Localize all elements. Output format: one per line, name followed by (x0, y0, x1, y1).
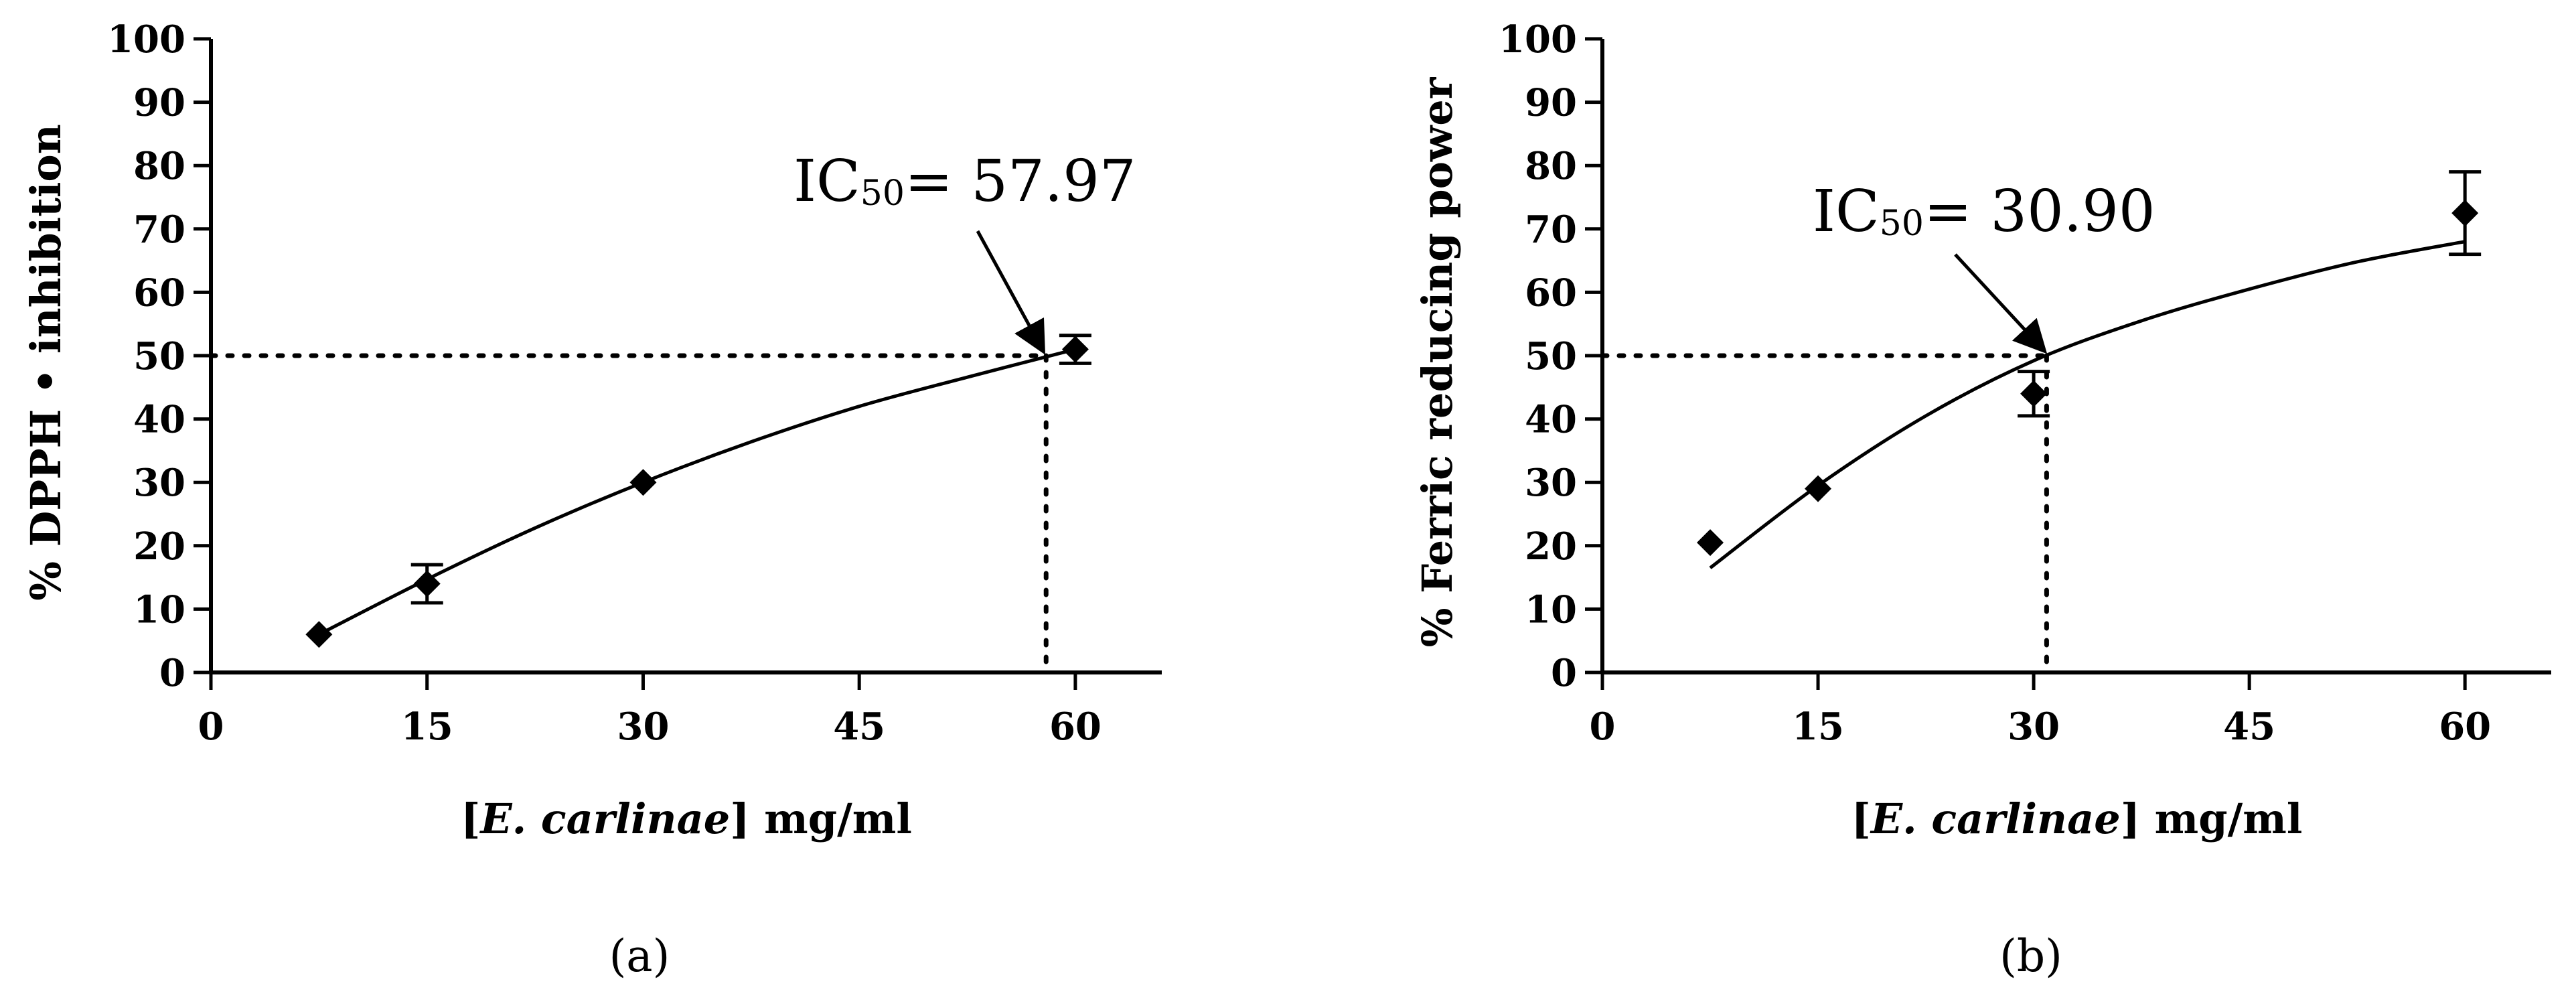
x-tick-label: 30 (617, 705, 669, 749)
x-tick-label: 60 (1049, 705, 1102, 749)
data-point (2020, 380, 2048, 407)
x-axis-title-italic: E. carlinae (479, 794, 730, 843)
y-tick-label: 80 (133, 144, 185, 188)
x-axis-title: [E. carlinae] mg/ml (461, 794, 912, 843)
ic50-arrow (976, 230, 1046, 355)
x-tick-label: 15 (1792, 705, 1844, 749)
x-tick-label: 45 (2223, 705, 2275, 749)
ic50-annotation: IC50= 30.90 (1813, 178, 2155, 245)
data-point (1061, 336, 1089, 363)
x-tick-label: 45 (833, 705, 885, 749)
y-tick-label: 20 (1525, 524, 1577, 569)
y-tick-label: 10 (1525, 587, 1577, 632)
x-axis-title-pre: [ (1851, 794, 1871, 843)
y-tick-label: 30 (133, 461, 185, 505)
x-axis-title-italic: E. carlinae (1870, 794, 2121, 843)
panel-label-text: (a) (609, 930, 670, 982)
fit-curve (318, 348, 1076, 636)
y-tick-label: 30 (1525, 461, 1577, 505)
y-tick-label: 10 (133, 587, 185, 632)
data-point (2451, 200, 2479, 227)
chart-panel-b: 0 10 20 30 40 50 60 70 80 90 100 0 15 30 45 60 [E. carli… (1413, 17, 2551, 982)
x-axis-title-post: ] mg/ml (730, 794, 912, 843)
y-tick-label: 100 (107, 17, 185, 62)
y-tick-label: 70 (1525, 208, 1577, 252)
ic50-annotation: IC50= 57.97 (793, 148, 1136, 215)
ic50-value: = 57.97 (905, 148, 1136, 215)
data-point (629, 469, 657, 496)
fit-curve (1709, 240, 2466, 569)
x-tick-label: 0 (198, 705, 224, 749)
x-tick-label: 15 (401, 705, 453, 749)
x-axis-title-pre: [ (461, 794, 480, 843)
x-axis-title: [E. carlinae] mg/ml (1851, 794, 2303, 843)
data-point (1697, 529, 1724, 557)
x-tick-label: 30 (2007, 705, 2060, 749)
data-point (1805, 475, 1832, 502)
y-tick-label: 50 (1525, 334, 1577, 378)
data-point (305, 621, 333, 648)
x-tick-label: 60 (2439, 705, 2491, 749)
ic50-prefix: IC (793, 148, 860, 215)
y-tick-label: 0 (159, 651, 185, 695)
y-tick-label: 60 (1525, 271, 1577, 315)
y-axis-title: % Ferric reducing power (1413, 76, 1462, 647)
panel-label: (b) (1999, 930, 2062, 982)
y-axis-title: % DPPH • inhibition (21, 124, 70, 601)
y-tick-label: 60 (133, 271, 185, 315)
chart-panel-a: 0 10 20 30 40 50 60 70 80 90 100 0 15 30 45 60 [E. carli… (21, 17, 1162, 982)
ic50-subscript: 50 (1880, 204, 1924, 244)
y-tick-label: 70 (133, 208, 185, 252)
y-tick-label: 90 (1525, 81, 1577, 125)
y-tick-label: 40 (133, 398, 185, 442)
ic50-arrow (1954, 253, 2048, 354)
y-tick-label: 20 (133, 524, 185, 569)
data-point (413, 570, 441, 597)
x-axis-title-post: ] mg/ml (2121, 794, 2303, 843)
ic50-subscript: 50 (860, 173, 905, 214)
y-tick-label: 0 (1551, 651, 1577, 695)
panel-label: (a) (609, 930, 670, 982)
y-tick-label: 100 (1499, 17, 1577, 62)
ic50-value: = 30.90 (1924, 178, 2155, 245)
x-tick-label: 0 (1590, 705, 1616, 749)
y-tick-label: 50 (133, 334, 185, 378)
y-tick-label: 80 (1525, 144, 1577, 188)
ic50-prefix: IC (1813, 178, 1880, 245)
y-tick-label: 40 (1525, 398, 1577, 442)
y-tick-label: 90 (133, 81, 185, 125)
panel-label-text: (b) (1999, 930, 2062, 982)
